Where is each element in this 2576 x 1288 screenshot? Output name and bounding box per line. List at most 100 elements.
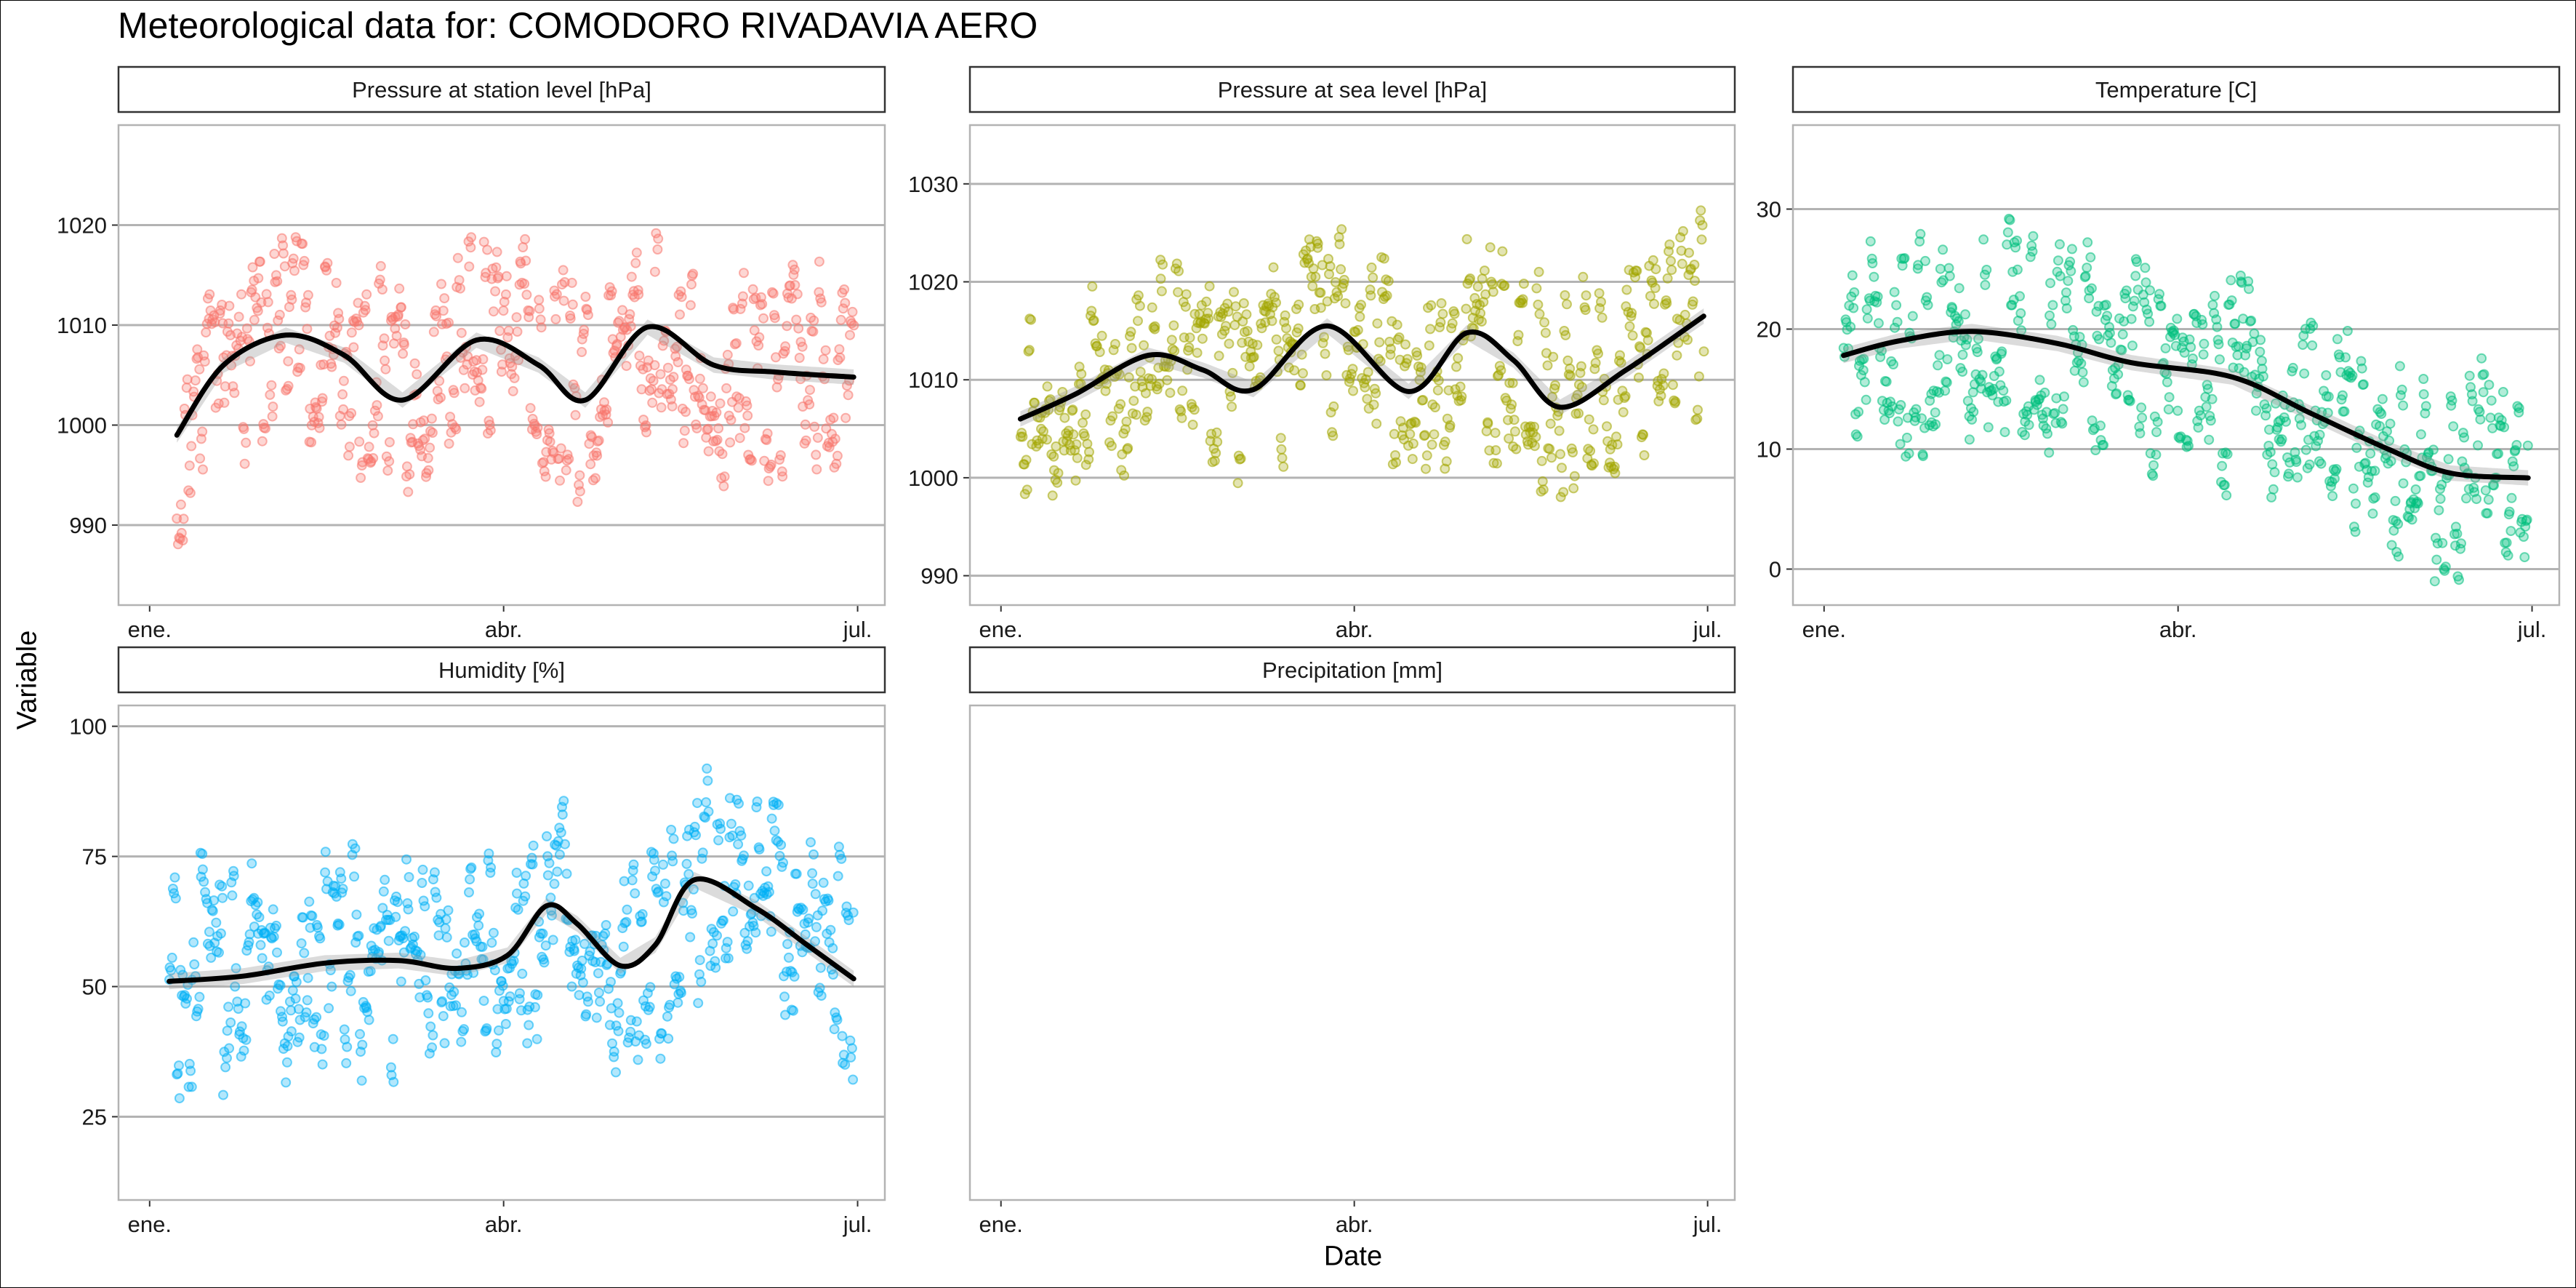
data-point bbox=[2435, 493, 2446, 504]
data-point bbox=[622, 904, 633, 915]
data-point bbox=[1562, 355, 1573, 366]
data-point bbox=[2340, 352, 2351, 363]
data-point bbox=[655, 1053, 666, 1064]
data-point bbox=[401, 854, 412, 865]
data-point bbox=[555, 475, 565, 486]
data-point bbox=[346, 327, 357, 338]
data-point bbox=[1472, 281, 1483, 292]
data-point bbox=[2082, 237, 2093, 248]
data-point bbox=[241, 437, 252, 448]
data-point bbox=[1402, 353, 1413, 364]
data-point bbox=[1451, 361, 1461, 372]
data-point bbox=[1173, 265, 1184, 276]
data-point bbox=[1391, 457, 1401, 468]
data-point bbox=[1554, 425, 1565, 436]
data-point bbox=[1562, 299, 1572, 310]
x-tick-label: ene. bbox=[979, 1212, 1023, 1237]
data-point bbox=[488, 927, 499, 938]
data-point bbox=[2482, 508, 2493, 519]
data-point bbox=[170, 893, 181, 904]
data-point bbox=[1511, 444, 1522, 455]
data-point bbox=[1414, 375, 1425, 385]
data-point bbox=[750, 927, 761, 938]
data-point bbox=[1692, 413, 1703, 424]
y-tick-label: 0 bbox=[1769, 557, 1781, 583]
data-point bbox=[2513, 403, 2524, 414]
data-point bbox=[1187, 420, 1198, 430]
data-point bbox=[1432, 385, 1443, 396]
data-point bbox=[2184, 334, 2195, 345]
y-tick-label: 20 bbox=[1757, 317, 1781, 343]
data-point bbox=[518, 242, 529, 252]
data-point bbox=[845, 329, 855, 340]
data-point bbox=[379, 333, 390, 344]
data-point bbox=[1997, 346, 2007, 357]
data-point bbox=[558, 295, 569, 306]
data-point bbox=[460, 383, 470, 393]
data-point bbox=[2055, 271, 2066, 281]
data-point bbox=[1298, 368, 1308, 379]
data-point bbox=[2322, 407, 2333, 418]
data-point bbox=[1895, 439, 1906, 449]
data-point bbox=[2351, 442, 2362, 453]
data-point bbox=[1490, 445, 1501, 456]
data-point bbox=[778, 857, 788, 868]
data-point bbox=[365, 966, 376, 977]
x-tick-label: ene. bbox=[1802, 617, 1846, 642]
data-point bbox=[2493, 448, 2504, 459]
data-point bbox=[2104, 327, 2115, 338]
data-point bbox=[603, 417, 614, 428]
data-point bbox=[400, 926, 411, 937]
data-point bbox=[277, 1016, 288, 1027]
data-point bbox=[1385, 343, 1396, 354]
data-point bbox=[260, 423, 270, 434]
data-point bbox=[1421, 463, 1431, 474]
data-point bbox=[2339, 406, 2350, 417]
data-point bbox=[611, 1067, 621, 1078]
facet-strip bbox=[968, 65, 1736, 113]
data-point bbox=[344, 441, 355, 452]
y-tick-label: 990 bbox=[920, 564, 958, 589]
data-point bbox=[472, 367, 483, 378]
data-point bbox=[2370, 465, 2380, 476]
data-point bbox=[1849, 287, 1860, 297]
data-point bbox=[1424, 340, 1435, 351]
data-point bbox=[2028, 231, 2039, 241]
data-point bbox=[217, 881, 228, 892]
data-point bbox=[1995, 380, 2006, 391]
data-point bbox=[2129, 295, 2140, 306]
data-point bbox=[324, 330, 335, 341]
data-point bbox=[1323, 254, 1333, 264]
data-point bbox=[238, 1045, 249, 1056]
data-point bbox=[2505, 526, 2516, 537]
data-point bbox=[531, 1033, 542, 1044]
data-point bbox=[452, 948, 462, 959]
data-point bbox=[519, 279, 530, 289]
data-point bbox=[633, 1055, 643, 1065]
data-point bbox=[2126, 313, 2137, 324]
data-point bbox=[782, 321, 793, 332]
data-point bbox=[301, 1007, 312, 1018]
data-point bbox=[276, 233, 287, 244]
data-point bbox=[1408, 439, 1419, 449]
data-point bbox=[2145, 285, 2155, 296]
data-point bbox=[1477, 273, 1488, 284]
data-point bbox=[496, 367, 507, 377]
data-point bbox=[2367, 465, 2378, 476]
data-point bbox=[2473, 440, 2483, 451]
data-point bbox=[1429, 402, 1440, 412]
data-point bbox=[1152, 384, 1163, 395]
data-point bbox=[818, 877, 829, 888]
data-point bbox=[388, 1033, 398, 1044]
data-point bbox=[262, 322, 273, 333]
data-point bbox=[491, 1047, 502, 1057]
data-point bbox=[803, 913, 814, 924]
data-point bbox=[204, 289, 215, 300]
data-point bbox=[2042, 428, 2053, 439]
data-point bbox=[631, 247, 642, 258]
data-point bbox=[325, 965, 336, 975]
data-point bbox=[1123, 372, 1134, 383]
data-point bbox=[209, 895, 220, 906]
data-point bbox=[678, 438, 689, 449]
data-point bbox=[1596, 297, 1606, 308]
